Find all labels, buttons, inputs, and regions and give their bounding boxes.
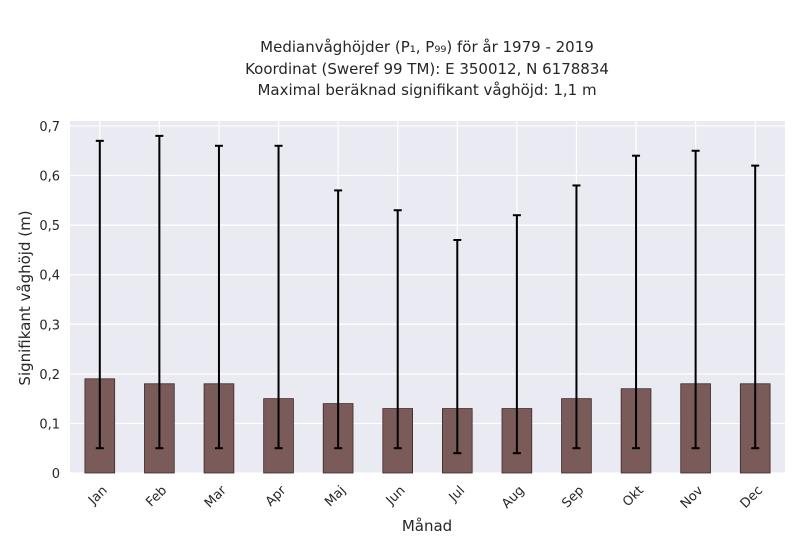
error-bar-aug: [512, 214, 521, 455]
error-bar-maj: [334, 189, 343, 450]
x-tick-label: Dec: [738, 483, 766, 511]
error-bars: [95, 134, 760, 455]
plot-area: [70, 121, 785, 473]
title-line-1: Medianvåghöjder (P₁, P₉₉) för år 1979 - …: [260, 38, 594, 56]
y-axis-label: Signifikant våghöjd (m): [16, 210, 34, 385]
x-tick-label: Sep: [559, 483, 587, 511]
y-tick-label: 0,5: [39, 219, 60, 234]
y-tick-label: 0,6: [39, 170, 60, 185]
x-axis-label: Månad: [402, 517, 452, 535]
x-tick-label: Jan: [85, 483, 110, 508]
error-bar-jun: [393, 209, 402, 450]
error-bar-jul: [453, 238, 462, 455]
title-line-3: Maximal beräknad signifikant våghöjd: 1,…: [257, 81, 596, 99]
x-tick-label: Nov: [678, 483, 707, 512]
y-tick-label: 0,3: [39, 318, 60, 333]
error-bar-dec: [751, 164, 760, 450]
x-tick-label: Mar: [202, 483, 230, 511]
y-tick-label: 0,7: [39, 120, 60, 135]
y-tick-label: 0,2: [39, 368, 60, 383]
y-tick-label: 0,4: [39, 269, 60, 284]
error-bar-sep: [572, 184, 581, 450]
y-tick-label: 0,1: [39, 417, 60, 432]
y-axis-ticks: 0 0,1 0,2 0,3 0,4 0,5 0,6 0,7: [39, 120, 60, 482]
chart-title: Medianvåghöjder (P₁, P₉₉) för år 1979 - …: [245, 38, 609, 99]
x-tick-label: Feb: [143, 483, 170, 510]
x-tick-label: Jul: [446, 483, 468, 505]
x-tick-label: Okt: [620, 483, 647, 510]
y-tick-label: 0: [52, 467, 60, 482]
error-bar-jan: [95, 139, 104, 450]
error-bar-apr: [274, 144, 283, 450]
error-bar-mar: [214, 144, 223, 450]
error-bar-nov: [691, 149, 700, 450]
x-tick-label: Maj: [322, 483, 349, 510]
error-bar-okt: [632, 154, 641, 450]
title-line-2: Koordinat (Sweref 99 TM): E 350012, N 61…: [245, 60, 609, 78]
error-bar-feb: [155, 134, 164, 450]
x-tick-label: Apr: [263, 483, 290, 510]
x-axis-ticks: Jan Feb Mar Apr Maj Jun Jul Aug Sep Okt Nov Dec: [85, 483, 766, 512]
x-tick-label: Aug: [499, 483, 528, 512]
x-tick-label: Jun: [383, 483, 409, 509]
